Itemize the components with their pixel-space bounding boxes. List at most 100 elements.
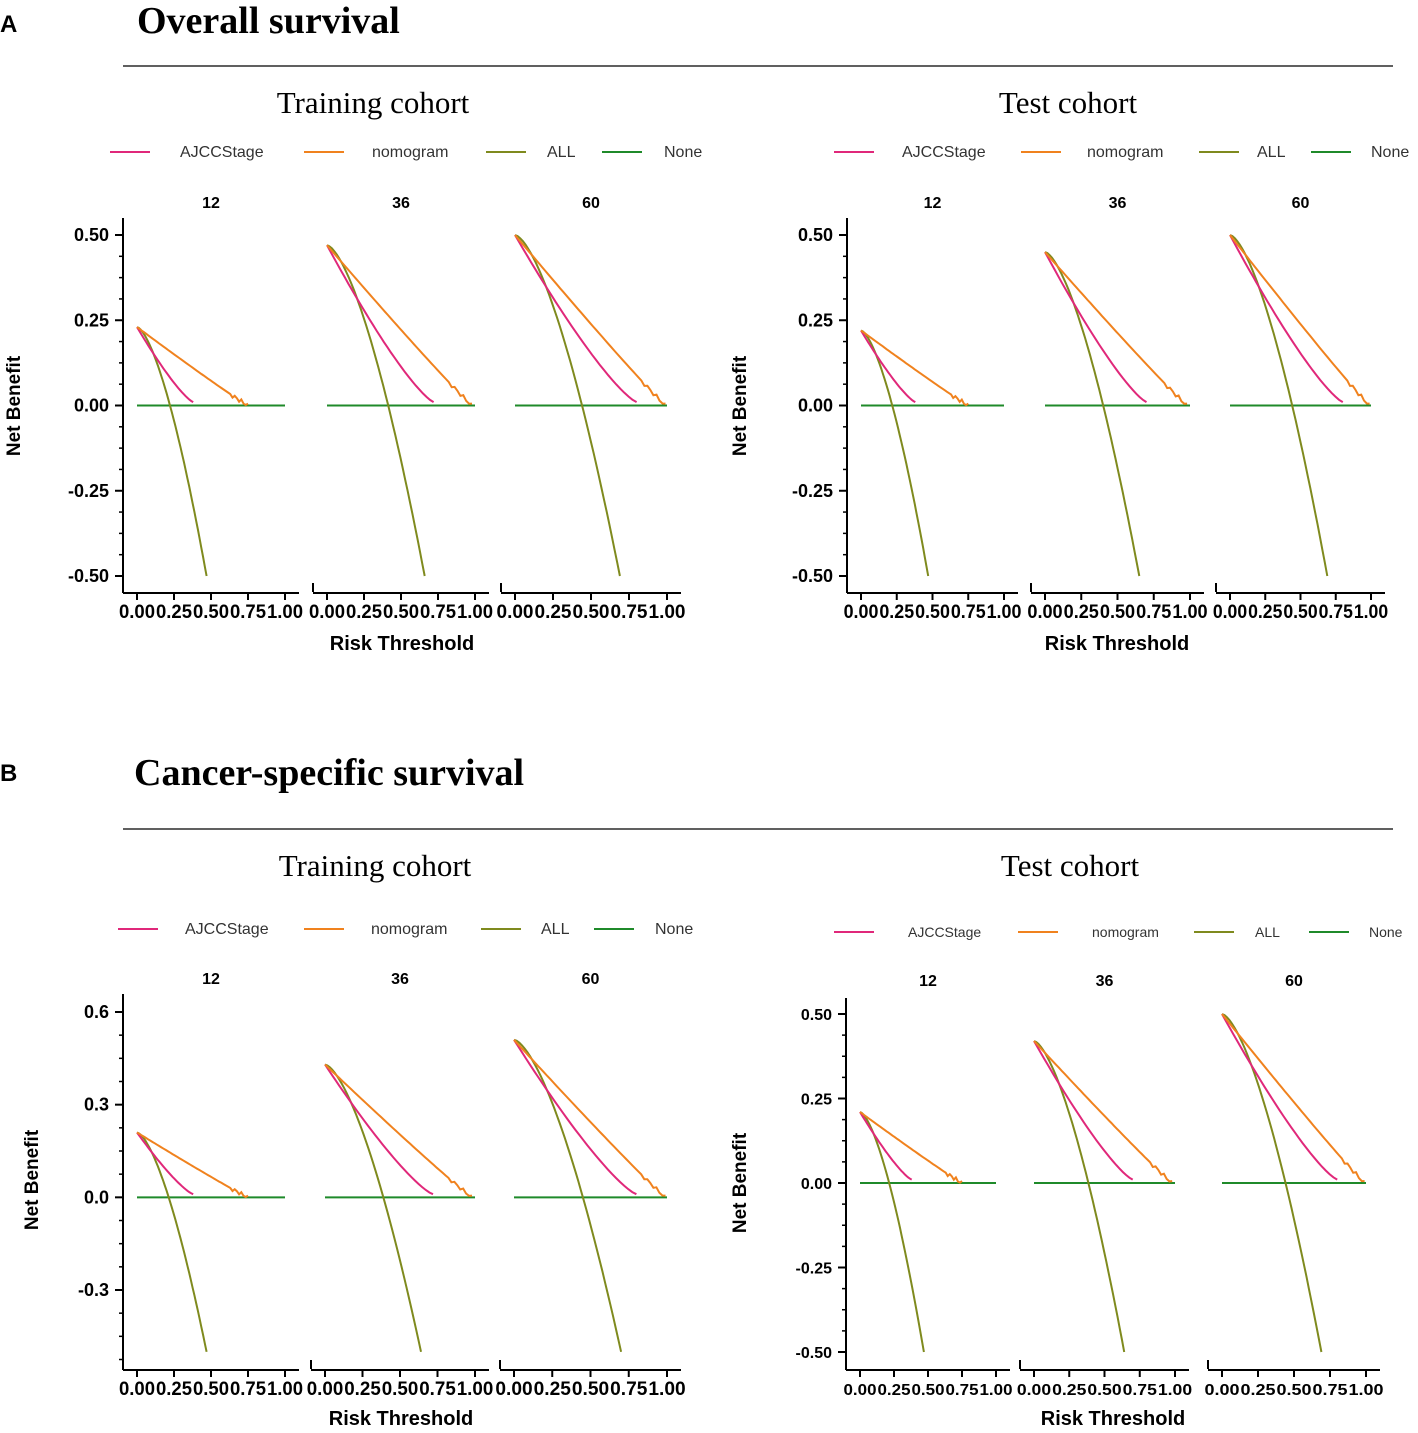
y-tick-label: 0.00	[74, 396, 109, 416]
facet-36: 36 0.00 0.25 0.50 0.75 1.00	[1017, 973, 1192, 1399]
y-tick-label: 0.25	[801, 1092, 832, 1109]
series-ajccstage-line	[513, 1039, 637, 1196]
legend-label-all: ALL	[547, 144, 576, 161]
x-tick-label: 1.00	[980, 1382, 1013, 1399]
x-axis-label: Risk Threshold	[329, 1408, 473, 1430]
series-ajccstage-line	[1229, 234, 1344, 403]
facet-label: 12	[202, 195, 220, 212]
facet-36: 36 0.00 0.25 0.50 0.75 1.00	[1027, 195, 1207, 623]
x-tick-label: 0.75	[419, 1379, 456, 1400]
x-tick-label: 0.25	[1052, 1382, 1086, 1399]
y-tick-label: 0.0	[84, 1187, 109, 1207]
panel-3: AJCCStage nomogram ALL None0.500.250.00-0.2…	[730, 924, 1403, 1430]
y-tick-label: 0.6	[84, 1002, 109, 1022]
section-a-letter: A	[0, 11, 17, 38]
x-tick-label: 0.00	[309, 602, 345, 623]
x-tick-label: 0.00	[844, 1382, 877, 1399]
x-tick-label: 1.00	[648, 1379, 685, 1400]
x-tick-label: 1.00	[1172, 602, 1207, 623]
y-tick-label: 0.25	[798, 310, 833, 330]
facet-60: 60 0.00 0.25 0.50 0.75 1.00	[495, 971, 685, 1400]
legend-label-nomogram: nomogram	[371, 921, 447, 938]
series-ajccstage-line	[1033, 1040, 1134, 1181]
legend-label-none: None	[664, 144, 702, 161]
y-tick-label: -0.50	[796, 1345, 833, 1362]
legend-label-all: ALL	[1257, 144, 1286, 161]
series-nomogram-line	[513, 1039, 666, 1197]
y-tick-label: -0.50	[68, 566, 109, 586]
facet-60: 60 0.00 0.25 0.50 0.75 1.00	[497, 195, 686, 623]
legend-label-none: None	[655, 921, 693, 938]
series-nomogram-line	[859, 1111, 963, 1184]
facet-label: 12	[919, 973, 937, 990]
series-all-line	[859, 1111, 925, 1353]
x-tick-label: 0.25	[1241, 1382, 1276, 1399]
series-ajccstage-line	[324, 1063, 434, 1196]
series-ajccstage-line	[514, 234, 638, 403]
facet-12: 12 0.00 0.25 0.50 0.75 1.00	[844, 195, 1022, 623]
x-tick-label: 0.25	[344, 1379, 381, 1400]
x-axis-label: Risk Threshold	[1045, 633, 1189, 655]
facet-label: 60	[582, 195, 600, 212]
y-tick-label: -0.25	[68, 481, 109, 501]
series-ajccstage-line	[1221, 1013, 1338, 1181]
y-tick-label: 0.50	[798, 225, 833, 245]
series-nomogram-line	[136, 326, 249, 407]
x-tick-label: 0.50	[1277, 1382, 1312, 1399]
y-tick-label: 0.25	[74, 310, 109, 330]
legend-label-none: None	[1369, 924, 1403, 940]
x-tick-label: 0.50	[1087, 1382, 1121, 1399]
series-ajccstage-line	[859, 1111, 913, 1181]
legend-label-nomogram: nomogram	[1087, 144, 1163, 161]
x-tick-label: 0.25	[878, 1382, 911, 1399]
facet-12: 12 0.00 0.25 0.50 0.75 1.00	[844, 973, 1013, 1399]
x-tick-label: 0.25	[346, 602, 382, 623]
facet-label: 36	[391, 971, 409, 988]
facet-60: 60 0.00 0.25 0.50 0.75 1.00	[1205, 973, 1384, 1399]
x-tick-label: 1.00	[649, 602, 686, 623]
series-all-line	[326, 244, 426, 577]
series-all-line	[136, 326, 208, 577]
x-tick-label: 1.00	[267, 1379, 303, 1400]
y-axis-label: Net Benefit	[730, 1132, 751, 1233]
y-tick-label: 0.50	[801, 1007, 832, 1024]
x-tick-label: 0.25	[1248, 602, 1283, 623]
series-ajccstage-line	[136, 326, 194, 403]
series-all-line	[1044, 251, 1141, 577]
legend-label-ajccstage: AJCCStage	[908, 924, 981, 940]
x-tick-label: 0.50	[1100, 602, 1135, 623]
series-nomogram-line	[1033, 1040, 1173, 1183]
panel-1: AJCCStage nomogram ALL None0.500.250.00-0.2…	[730, 144, 1409, 655]
series-ajccstage-line	[326, 244, 435, 403]
series-all-line	[513, 1038, 623, 1353]
x-tick-label: 1.00	[1158, 1382, 1192, 1399]
series-nomogram-line	[136, 1131, 249, 1199]
legend-label-ajccstage: AJCCStage	[185, 921, 269, 938]
x-tick-label: 1.00	[1354, 602, 1388, 623]
series-nomogram-line	[1221, 1013, 1365, 1183]
x-tick-label: 1.00	[267, 602, 303, 623]
y-tick-label: -0.50	[792, 566, 833, 586]
facet-12: 12 0.00 0.25 0.50 0.75 1.00	[119, 971, 303, 1400]
facet-60: 60 0.00 0.25 0.50 0.75 1.00	[1213, 195, 1388, 623]
facet-12: 12 0.00 0.25 0.50 0.75 1.00	[119, 195, 303, 623]
facet-36: 36 0.00 0.25 0.50 0.75 1.00	[309, 195, 493, 623]
x-tick-label: 0.50	[193, 602, 229, 623]
panel-0: AJCCStage nomogram ALL None0.500.250.00-0.2…	[4, 144, 702, 655]
facet-label: 60	[1285, 973, 1303, 990]
series-ajccstage-line	[136, 1131, 194, 1196]
x-tick-label: 0.00	[1205, 1382, 1240, 1399]
x-tick-label: 0.50	[383, 602, 419, 623]
x-tick-label: 0.00	[495, 1379, 532, 1400]
x-tick-label: 0.50	[1283, 602, 1317, 623]
facet-label: 36	[1109, 195, 1127, 212]
facet-36: 36 0.00 0.25 0.50 0.75 1.00	[307, 971, 494, 1400]
series-all-line	[860, 329, 930, 577]
x-tick-label: 1.00	[457, 1379, 494, 1400]
facet-label: 12	[924, 195, 942, 212]
x-tick-label: 0.75	[946, 1382, 979, 1399]
x-tick-label: 0.75	[420, 602, 456, 623]
x-tick-label: 0.75	[951, 602, 986, 623]
y-axis-label: Net Benefit	[4, 355, 25, 456]
